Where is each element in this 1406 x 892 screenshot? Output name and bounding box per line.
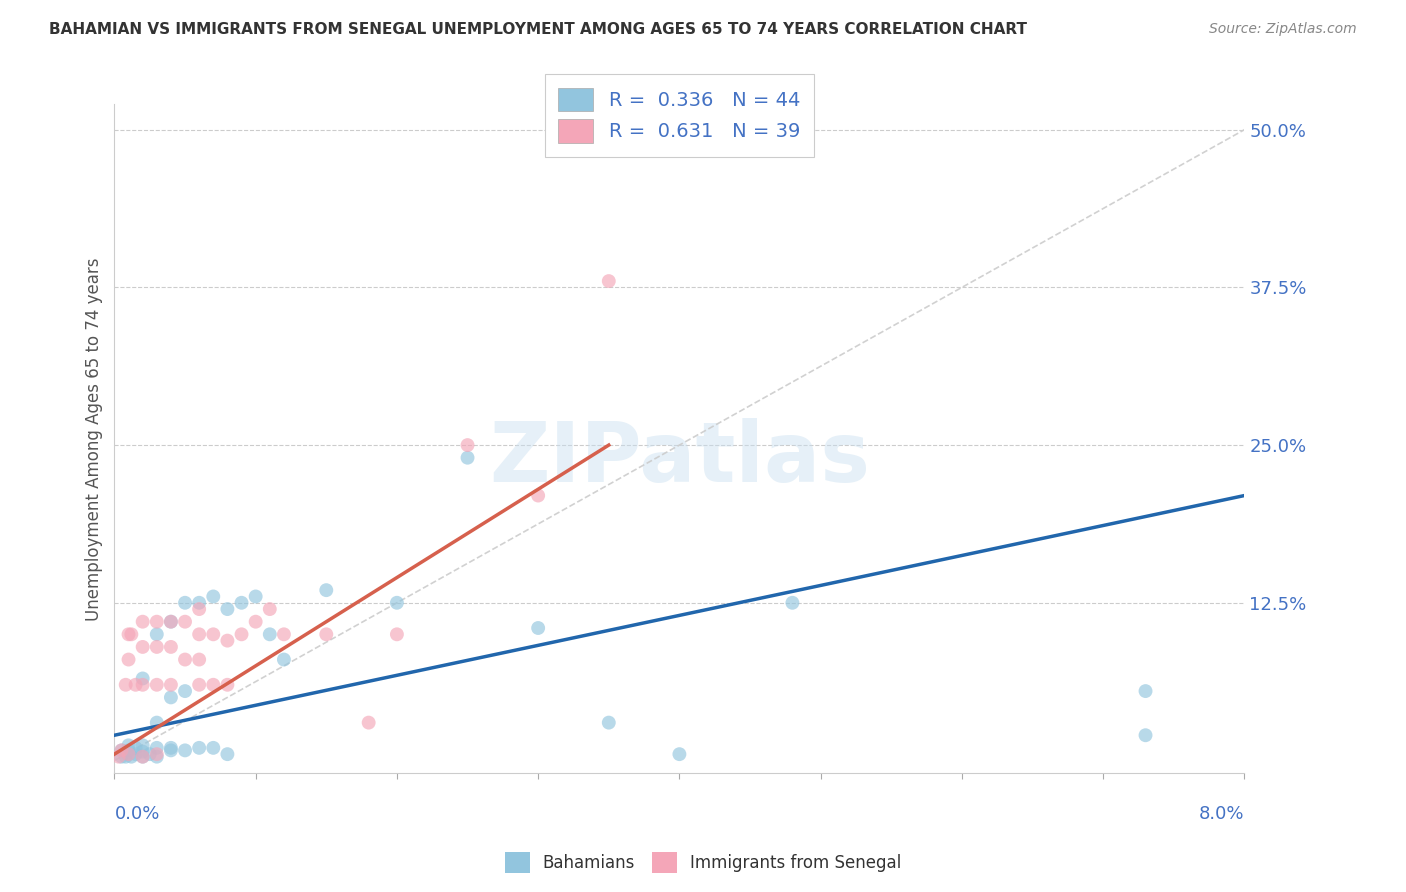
Point bbox=[668, 747, 690, 761]
Point bbox=[131, 749, 153, 764]
Point bbox=[188, 596, 211, 610]
Point bbox=[385, 596, 408, 610]
Legend: R =  0.336   N = 44, R =  0.631   N = 39: R = 0.336 N = 44, R = 0.631 N = 39 bbox=[546, 74, 814, 156]
Point bbox=[146, 747, 169, 761]
Point bbox=[385, 627, 408, 641]
Text: Source: ZipAtlas.com: Source: ZipAtlas.com bbox=[1209, 22, 1357, 37]
Point bbox=[174, 596, 197, 610]
Point bbox=[527, 621, 550, 635]
Point bbox=[202, 627, 225, 641]
Point bbox=[117, 652, 139, 666]
Point bbox=[598, 715, 620, 730]
Point bbox=[131, 678, 153, 692]
Point bbox=[146, 640, 169, 654]
Text: BAHAMIAN VS IMMIGRANTS FROM SENEGAL UNEMPLOYMENT AMONG AGES 65 TO 74 YEARS CORRE: BAHAMIAN VS IMMIGRANTS FROM SENEGAL UNEM… bbox=[49, 22, 1028, 37]
Point bbox=[160, 615, 183, 629]
Point bbox=[188, 678, 211, 692]
Point bbox=[124, 747, 146, 761]
Point bbox=[259, 627, 281, 641]
Point bbox=[217, 633, 239, 648]
Point bbox=[131, 640, 153, 654]
Point bbox=[457, 438, 479, 452]
Point bbox=[110, 743, 132, 757]
Point bbox=[1135, 728, 1157, 742]
Point bbox=[527, 489, 550, 503]
Point bbox=[138, 747, 160, 761]
Point bbox=[202, 590, 225, 604]
Point bbox=[259, 602, 281, 616]
Point bbox=[174, 743, 197, 757]
Point bbox=[146, 678, 169, 692]
Point bbox=[160, 615, 183, 629]
Point bbox=[273, 627, 295, 641]
Point bbox=[117, 743, 139, 757]
Point bbox=[598, 274, 620, 288]
Point bbox=[117, 739, 139, 753]
Point bbox=[146, 615, 169, 629]
Point bbox=[782, 596, 804, 610]
Point bbox=[131, 615, 153, 629]
Point bbox=[146, 627, 169, 641]
Point bbox=[107, 749, 129, 764]
Point bbox=[146, 740, 169, 755]
Point bbox=[124, 740, 146, 755]
Point bbox=[114, 678, 136, 692]
Point bbox=[117, 747, 139, 761]
Point bbox=[120, 627, 142, 641]
Point bbox=[131, 739, 153, 753]
Point bbox=[231, 596, 253, 610]
Point bbox=[174, 615, 197, 629]
Point bbox=[160, 690, 183, 705]
Point bbox=[120, 749, 142, 764]
Point bbox=[357, 715, 380, 730]
Text: ZIPatlas: ZIPatlas bbox=[489, 418, 870, 500]
Point bbox=[457, 450, 479, 465]
Point bbox=[188, 652, 211, 666]
Point bbox=[160, 743, 183, 757]
Point bbox=[231, 627, 253, 641]
Point bbox=[202, 740, 225, 755]
Point bbox=[124, 678, 146, 692]
Point bbox=[117, 747, 139, 761]
Point bbox=[217, 678, 239, 692]
Point bbox=[217, 747, 239, 761]
Point bbox=[1135, 684, 1157, 698]
Point bbox=[188, 602, 211, 616]
Point bbox=[188, 627, 211, 641]
Point bbox=[114, 749, 136, 764]
Point bbox=[131, 749, 153, 764]
Point bbox=[160, 678, 183, 692]
Point bbox=[315, 627, 337, 641]
Point bbox=[117, 627, 139, 641]
Point bbox=[174, 652, 197, 666]
Point bbox=[146, 715, 169, 730]
Point bbox=[245, 590, 267, 604]
Y-axis label: Unemployment Among Ages 65 to 74 years: Unemployment Among Ages 65 to 74 years bbox=[86, 257, 103, 621]
Point bbox=[110, 749, 132, 764]
Point bbox=[146, 749, 169, 764]
Point bbox=[131, 672, 153, 686]
Point bbox=[245, 615, 267, 629]
Point bbox=[160, 640, 183, 654]
Point bbox=[131, 745, 153, 759]
Point bbox=[174, 684, 197, 698]
Text: 8.0%: 8.0% bbox=[1199, 805, 1244, 822]
Point bbox=[202, 678, 225, 692]
Text: 0.0%: 0.0% bbox=[114, 805, 160, 822]
Point bbox=[273, 652, 295, 666]
Point bbox=[110, 743, 132, 757]
Point bbox=[188, 740, 211, 755]
Legend: Bahamians, Immigrants from Senegal: Bahamians, Immigrants from Senegal bbox=[498, 846, 908, 880]
Point bbox=[315, 583, 337, 598]
Point bbox=[160, 740, 183, 755]
Point bbox=[217, 602, 239, 616]
